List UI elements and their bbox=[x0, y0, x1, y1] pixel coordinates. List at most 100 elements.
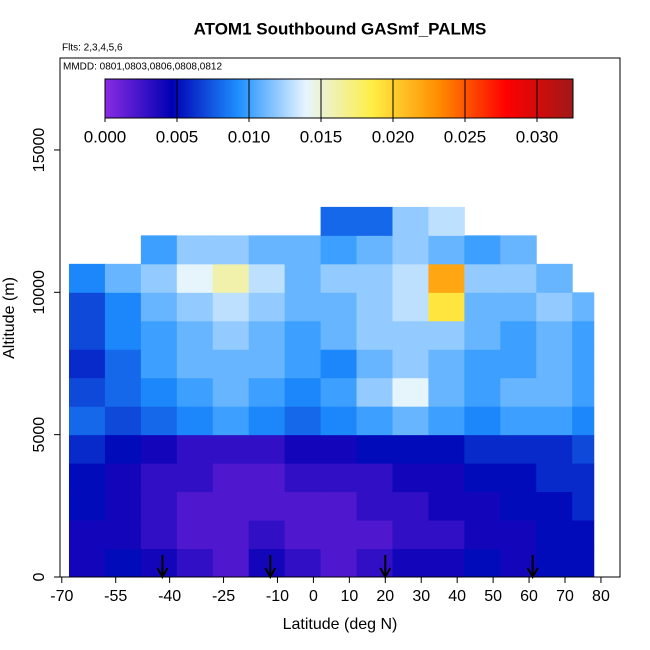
heat-cell bbox=[392, 491, 429, 521]
heat-cell bbox=[68, 263, 106, 293]
heat-cell bbox=[392, 548, 429, 578]
heat-cell bbox=[140, 235, 178, 265]
heat-cell bbox=[140, 491, 178, 521]
heat-cell bbox=[392, 520, 429, 550]
heat-cell bbox=[392, 349, 429, 379]
plot-frame bbox=[59, 57, 621, 578]
x-tick-label: -40 bbox=[158, 588, 181, 605]
heat-cell bbox=[500, 292, 537, 322]
heat-cell bbox=[392, 292, 429, 322]
heat-cell bbox=[140, 349, 178, 379]
heat-cell bbox=[104, 406, 142, 436]
heat-cell bbox=[212, 520, 250, 550]
heat-cell bbox=[320, 263, 358, 293]
heat-cell bbox=[284, 520, 322, 550]
heat-cell bbox=[284, 292, 322, 322]
heat-cell bbox=[536, 377, 573, 407]
heat-cell bbox=[356, 491, 393, 521]
heat-cell bbox=[428, 548, 465, 578]
heat-cell bbox=[428, 292, 465, 322]
heat-cell bbox=[320, 206, 358, 236]
heat-cell bbox=[248, 235, 286, 265]
heat-cell bbox=[428, 320, 465, 350]
colorbar bbox=[104, 78, 574, 119]
heat-cell bbox=[176, 263, 214, 293]
heat-cell bbox=[140, 463, 178, 493]
heat-cell bbox=[536, 520, 573, 550]
heat-cell bbox=[392, 235, 429, 265]
colorbar-tick-label: 0.015 bbox=[300, 127, 343, 146]
heat-cell bbox=[320, 292, 358, 322]
heat-cell bbox=[428, 520, 465, 550]
heat-cell bbox=[356, 406, 393, 436]
heat-cell bbox=[500, 377, 537, 407]
x-tick-label: 60 bbox=[520, 588, 538, 605]
heat-cell bbox=[176, 377, 214, 407]
heat-cell bbox=[392, 434, 429, 464]
heat-cell bbox=[104, 263, 142, 293]
heat-cell bbox=[104, 520, 142, 550]
heat-cell bbox=[428, 406, 465, 436]
heat-cell bbox=[500, 434, 537, 464]
heat-cell bbox=[320, 520, 358, 550]
heat-cell bbox=[572, 377, 595, 407]
x-tick-label: -25 bbox=[212, 588, 235, 605]
heat-cell bbox=[500, 349, 537, 379]
heat-cell bbox=[104, 349, 142, 379]
heat-cell bbox=[176, 320, 214, 350]
heat-cell bbox=[176, 235, 214, 265]
heat-cell bbox=[212, 377, 250, 407]
heat-cell bbox=[572, 491, 595, 521]
heat-cell bbox=[140, 520, 178, 550]
heat-cell bbox=[212, 406, 250, 436]
heat-cell bbox=[500, 235, 537, 265]
heat-cell bbox=[104, 434, 142, 464]
heat-cell bbox=[572, 520, 595, 550]
heat-cell bbox=[572, 548, 595, 578]
heat-cell bbox=[68, 320, 106, 350]
heat-cell bbox=[284, 320, 322, 350]
heat-cell bbox=[356, 320, 393, 350]
heat-cell bbox=[248, 548, 286, 578]
colorbar-tick-label: 0.010 bbox=[228, 127, 271, 146]
heat-cell bbox=[140, 263, 178, 293]
heat-cell bbox=[248, 377, 286, 407]
heat-cell bbox=[572, 349, 595, 379]
heat-cell bbox=[284, 463, 322, 493]
heat-cell bbox=[176, 292, 214, 322]
heat-cell bbox=[356, 520, 393, 550]
x-tick-label: 40 bbox=[448, 588, 466, 605]
heat-cell bbox=[392, 377, 429, 407]
heat-cell bbox=[68, 349, 106, 379]
heat-cell bbox=[284, 377, 322, 407]
heat-cell bbox=[356, 235, 393, 265]
heat-cell bbox=[140, 406, 178, 436]
heat-cell bbox=[248, 491, 286, 521]
heat-cell bbox=[140, 320, 178, 350]
heat-cell bbox=[536, 434, 573, 464]
heat-cell bbox=[356, 463, 393, 493]
heat-cell bbox=[464, 434, 501, 464]
heat-cell bbox=[536, 491, 573, 521]
heat-cell bbox=[284, 434, 322, 464]
colorbar-tick-label: 0.000 bbox=[84, 127, 127, 146]
x-tick-label: 0 bbox=[309, 588, 318, 605]
x-tick-label: 10 bbox=[340, 588, 358, 605]
heat-cell bbox=[428, 235, 465, 265]
heat-cell bbox=[500, 463, 537, 493]
heat-cell bbox=[356, 206, 393, 236]
heat-cell bbox=[68, 463, 106, 493]
heat-cell bbox=[104, 491, 142, 521]
x-tick-label: 20 bbox=[376, 588, 394, 605]
heat-cell bbox=[464, 548, 501, 578]
heat-cell bbox=[320, 377, 358, 407]
x-tick-label: 80 bbox=[592, 588, 610, 605]
colorbar-tick-label: 0.020 bbox=[372, 127, 415, 146]
x-tick-label: -55 bbox=[104, 588, 127, 605]
heat-cell bbox=[536, 349, 573, 379]
heat-cell bbox=[248, 292, 286, 322]
heat-cell bbox=[212, 320, 250, 350]
colorbar-tick-label: 0.025 bbox=[444, 127, 487, 146]
heat-cell bbox=[464, 292, 501, 322]
heat-cell bbox=[212, 548, 250, 578]
